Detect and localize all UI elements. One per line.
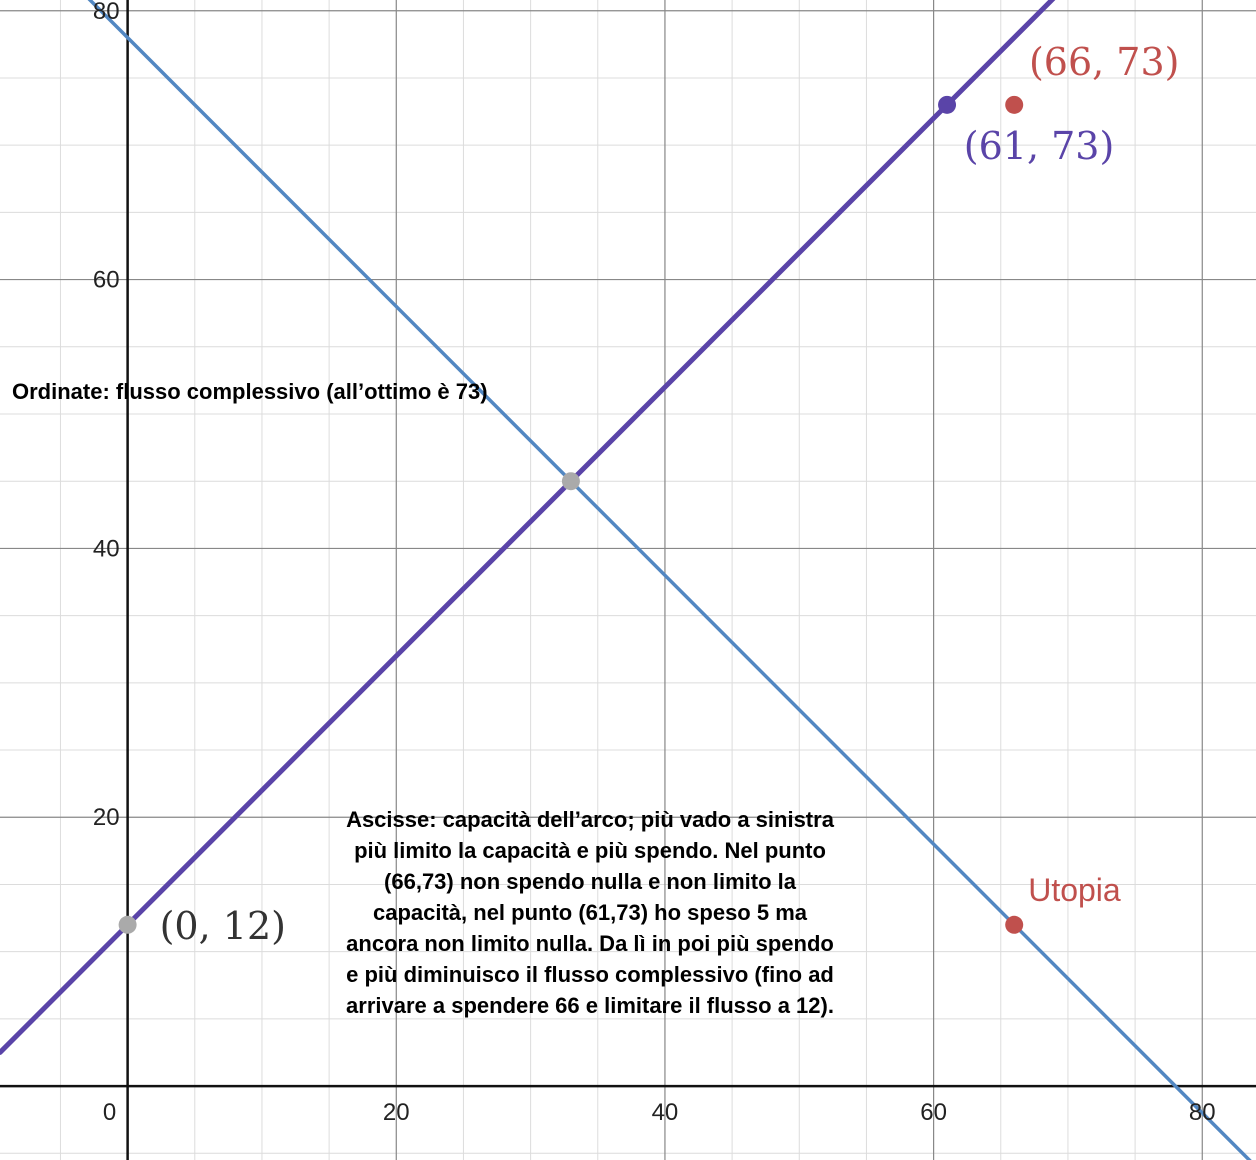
y-tick-label: 60: [93, 267, 120, 294]
x-tick-label: 20: [383, 1099, 410, 1126]
data-points: (0, 12) (61, 73) (66, 73) Utopia: [118, 40, 1180, 948]
data-point: [118, 915, 137, 934]
abscissa-note-line: (66,73) non spendo nulla e non limito la: [384, 869, 797, 894]
abscissa-note-line: capacità, nel punto (61,73) ho speso 5 m…: [373, 900, 808, 925]
abscissa-note-line: ancora non limito nulla. Da lì in poi pi…: [346, 931, 834, 956]
x-tick-label: 0: [103, 1099, 116, 1126]
data-point: [561, 472, 580, 491]
x-tick-label: 80: [1189, 1099, 1216, 1126]
abscissa-note-line: più limito la capacità e più spendo. Nel…: [354, 838, 826, 863]
y-tick-label: 20: [93, 804, 120, 831]
y-tick-label: 40: [93, 535, 120, 562]
data-point: [1005, 95, 1024, 114]
point-label: (0, 12): [160, 904, 286, 948]
point-label: (61, 73): [964, 124, 1115, 168]
abscissa-note-line: e più diminuisco il flusso complessivo (…: [346, 962, 834, 987]
annotations: Ordinate: flusso complessivo (all’ottimo…: [12, 379, 835, 1018]
abscissa-note-line: Ascisse: capacità dell’arco; più vado a …: [346, 807, 835, 832]
tick-labels: 0 20 40 60 80 20 40 60 80: [93, 0, 1216, 1126]
y-tick-label: 80: [93, 0, 120, 25]
x-tick-label: 40: [652, 1099, 679, 1126]
data-point: [938, 95, 957, 114]
abscissa-note: Ascisse: capacità dell’arco; più vado a …: [346, 807, 835, 1018]
point-label: Utopia: [1028, 872, 1121, 908]
ordinate-note: Ordinate: flusso complessivo (all’ottimo…: [12, 379, 488, 404]
series-line-0: [0, 0, 1056, 1055]
abscissa-note-line: arrivare a spendere 66 e limitare il flu…: [346, 993, 834, 1018]
data-point: [1005, 915, 1024, 934]
point-label: (66, 73): [1029, 40, 1180, 84]
x-tick-label: 60: [920, 1099, 947, 1126]
